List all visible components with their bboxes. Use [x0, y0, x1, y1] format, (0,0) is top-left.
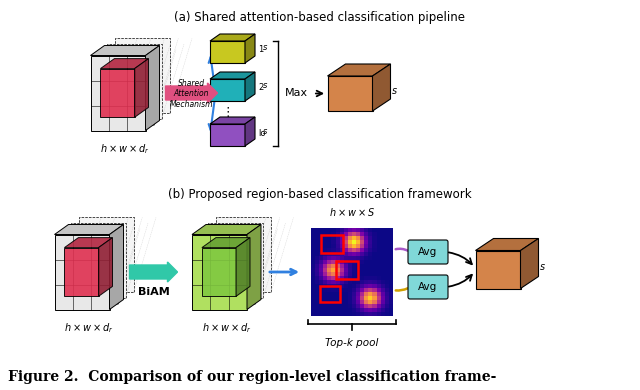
Text: s: s: [263, 44, 268, 53]
Polygon shape: [328, 64, 390, 76]
Polygon shape: [54, 234, 109, 310]
Polygon shape: [100, 69, 134, 117]
Text: $h\times w\times d_r$: $h\times w\times d_r$: [202, 321, 252, 335]
Polygon shape: [210, 79, 245, 101]
Polygon shape: [106, 44, 161, 119]
Polygon shape: [99, 50, 154, 125]
Polygon shape: [192, 225, 261, 234]
Polygon shape: [54, 225, 124, 234]
Polygon shape: [210, 124, 245, 146]
FancyArrow shape: [129, 262, 177, 282]
Text: lo: lo: [258, 128, 266, 138]
Polygon shape: [115, 38, 170, 113]
FancyBboxPatch shape: [408, 240, 448, 264]
Text: $h\times w\times d_r$: $h\times w\times d_r$: [64, 321, 114, 335]
Polygon shape: [202, 238, 250, 248]
Polygon shape: [245, 72, 255, 101]
Polygon shape: [65, 248, 99, 296]
FancyBboxPatch shape: [408, 275, 448, 299]
Text: ⋮: ⋮: [221, 106, 234, 119]
Polygon shape: [208, 223, 263, 298]
Polygon shape: [245, 34, 255, 63]
Text: 2: 2: [258, 83, 263, 92]
Bar: [320, 286, 340, 302]
Polygon shape: [70, 223, 125, 298]
Text: (b) Proposed region-based classification framework: (b) Proposed region-based classification…: [168, 188, 472, 201]
Text: (a) Shared attention-based classification pipeline: (a) Shared attention-based classificatio…: [175, 11, 465, 24]
Text: s: s: [540, 262, 545, 273]
Polygon shape: [236, 238, 250, 296]
Text: s: s: [263, 126, 268, 135]
Polygon shape: [476, 239, 538, 250]
Polygon shape: [210, 72, 255, 79]
Polygon shape: [245, 117, 255, 146]
Text: Avg: Avg: [419, 247, 438, 257]
Text: 1: 1: [258, 46, 263, 55]
Polygon shape: [372, 64, 390, 111]
Polygon shape: [79, 217, 134, 292]
Polygon shape: [109, 225, 124, 310]
Text: Figure 2.  Comparison of our region-level classification frame-: Figure 2. Comparison of our region-level…: [8, 370, 497, 384]
Polygon shape: [328, 76, 372, 111]
Polygon shape: [210, 34, 255, 41]
Polygon shape: [192, 234, 247, 310]
Polygon shape: [145, 46, 159, 131]
Text: Top-k pool: Top-k pool: [325, 338, 379, 348]
FancyArrow shape: [166, 83, 218, 103]
Polygon shape: [202, 248, 236, 296]
Polygon shape: [520, 239, 538, 289]
Polygon shape: [210, 41, 245, 63]
Text: Shared
Attention
Mechanism: Shared Attention Mechanism: [170, 79, 213, 109]
Text: s: s: [392, 87, 397, 96]
Bar: [336, 261, 358, 279]
Polygon shape: [216, 217, 271, 292]
Polygon shape: [200, 229, 255, 304]
Bar: [321, 235, 343, 253]
Text: s: s: [263, 82, 268, 90]
Text: Max: Max: [285, 89, 308, 99]
Polygon shape: [90, 46, 159, 55]
Text: $h\times w\times S$: $h\times w\times S$: [329, 206, 375, 218]
Polygon shape: [100, 58, 148, 69]
Text: $h\times w\times d_r$: $h\times w\times d_r$: [100, 142, 150, 156]
Polygon shape: [134, 58, 148, 117]
Polygon shape: [99, 238, 113, 296]
Polygon shape: [210, 117, 255, 124]
Polygon shape: [63, 229, 118, 304]
Text: BiAM: BiAM: [138, 287, 170, 297]
Polygon shape: [476, 250, 520, 289]
Text: Avg: Avg: [419, 282, 438, 292]
Polygon shape: [247, 225, 261, 310]
Polygon shape: [90, 55, 145, 131]
Polygon shape: [65, 238, 113, 248]
